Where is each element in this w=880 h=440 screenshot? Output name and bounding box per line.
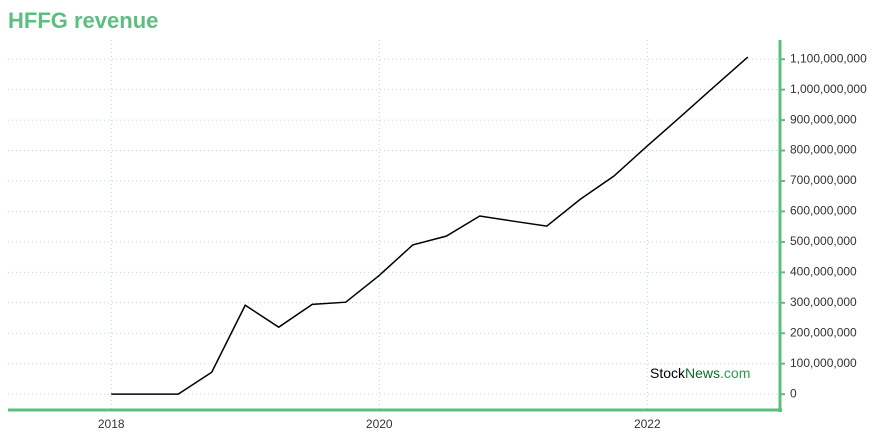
x-tick-label: 2022 (634, 417, 661, 431)
watermark-part: News (685, 365, 720, 381)
y-tick-label: 600,000,000 (790, 204, 857, 218)
y-tick-label: 700,000,000 (790, 173, 857, 187)
x-tick-label: 2020 (366, 417, 393, 431)
y-tick-label: 1,000,000,000 (790, 82, 867, 96)
line-series (111, 56, 749, 395)
watermark-part: .com (720, 365, 750, 381)
y-tick-label: 400,000,000 (790, 265, 857, 279)
y-tick-label: 1,100,000,000 (790, 51, 867, 65)
watermark-part: Stock (650, 365, 686, 381)
chart-title: HFFG revenue (8, 8, 158, 33)
watermark: StockNews.com (650, 365, 750, 381)
y-tick-label: 0 (790, 386, 797, 400)
y-tick-label: 100,000,000 (790, 356, 857, 370)
y-tick-label: 800,000,000 (790, 143, 857, 157)
y-tick-label: 300,000,000 (790, 295, 857, 309)
y-tick-label: 500,000,000 (790, 234, 857, 248)
x-tick-label: 2018 (98, 417, 125, 431)
y-tick-label: 900,000,000 (790, 112, 857, 126)
y-tick-label: 200,000,000 (790, 325, 857, 339)
